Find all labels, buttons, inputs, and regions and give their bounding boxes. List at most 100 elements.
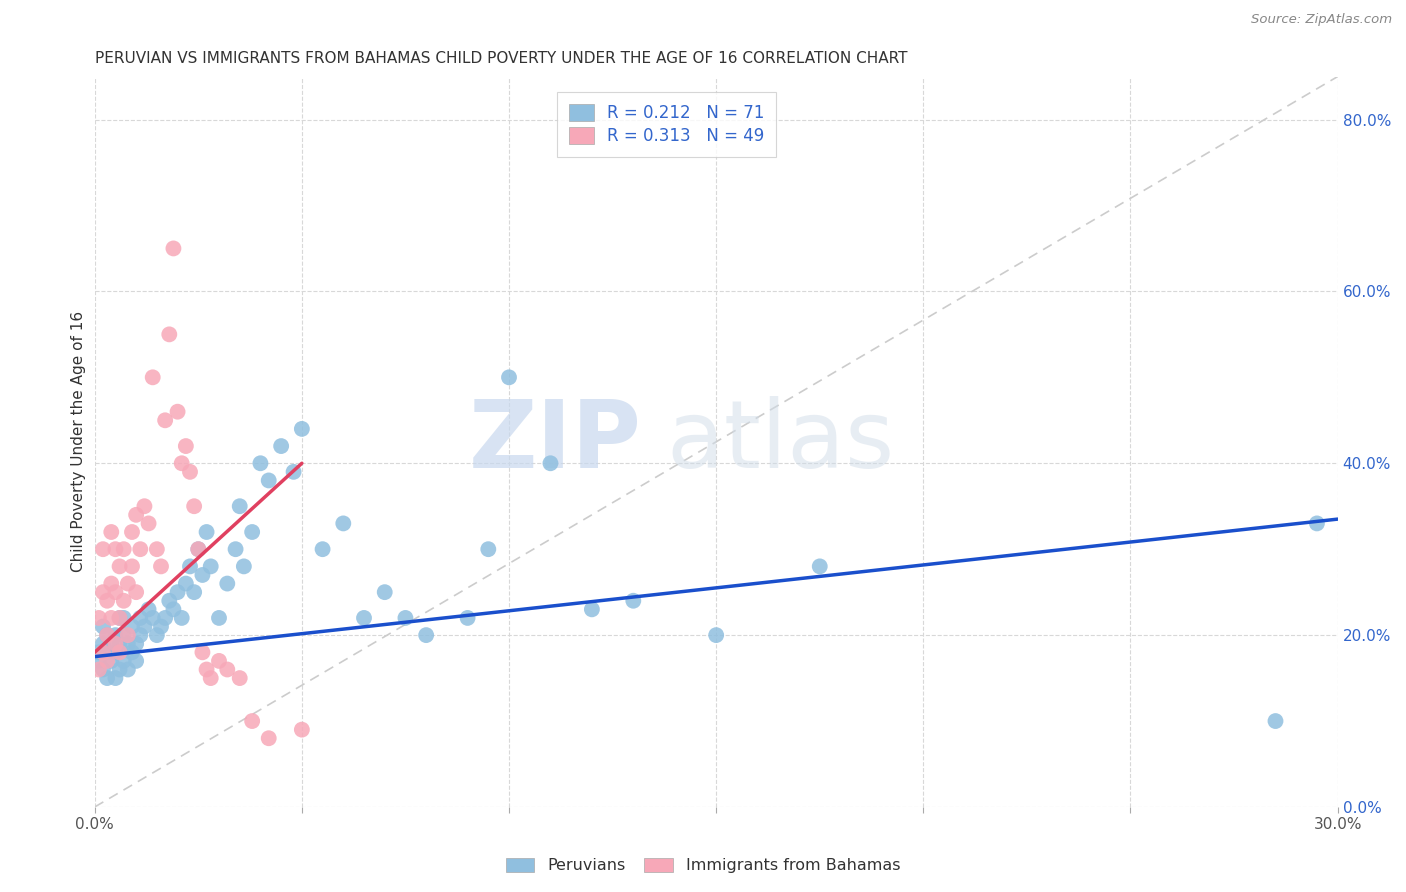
Point [374,585,396,599]
Point [232,559,254,574]
Point [157,593,180,607]
Point [394,611,416,625]
Point [91,645,114,659]
Point [121,559,143,574]
Point [191,645,214,659]
Point [129,542,152,557]
Point [270,439,292,453]
Point [104,628,127,642]
Point [112,628,135,642]
Text: Source: ZipAtlas.com: Source: ZipAtlas.com [1251,13,1392,27]
Point [138,516,160,531]
Point [498,370,520,384]
Point [217,576,239,591]
Point [415,628,437,642]
Point [117,637,139,651]
Point [96,645,118,659]
Point [121,524,143,539]
Point [353,611,375,625]
Point [96,628,118,642]
Point [104,671,127,685]
Point [200,559,222,574]
Y-axis label: Child Poverty Under the Age of 16: Child Poverty Under the Age of 16 [72,311,86,573]
Point [179,559,201,574]
Point [808,559,831,574]
Point [134,619,156,633]
Point [146,542,169,557]
Point [108,611,131,625]
Point [191,568,214,582]
Point [112,611,135,625]
Point [112,542,135,557]
Point [225,542,247,557]
Point [104,637,127,651]
Point [129,628,152,642]
Point [170,456,193,470]
Point [1306,516,1329,531]
Point [217,663,239,677]
Point [100,611,122,625]
Point [142,370,165,384]
Point [91,542,114,557]
Point [581,602,603,616]
Point [153,413,176,427]
Point [112,654,135,668]
Point [291,723,314,737]
Point [157,327,180,342]
Point [87,611,110,625]
Text: atlas: atlas [666,396,894,488]
Point [129,611,152,625]
Point [208,611,231,625]
Text: ZIP: ZIP [468,396,641,488]
Point [183,500,205,514]
Point [142,611,165,625]
Point [87,645,110,659]
Point [104,645,127,659]
Point [125,508,148,522]
Point [87,663,110,677]
Point [291,422,314,436]
Point [117,663,139,677]
Point [166,585,188,599]
Point [166,405,188,419]
Point [100,524,122,539]
Point [187,542,209,557]
Point [200,671,222,685]
Point [228,671,250,685]
Point [162,602,184,616]
Point [249,456,271,470]
Point [91,585,114,599]
Point [240,714,263,728]
Point [100,654,122,668]
Point [162,242,184,256]
Point [125,654,148,668]
Point [257,731,280,746]
Point [195,663,218,677]
Point [91,663,114,677]
Point [112,593,135,607]
Point [96,593,118,607]
Legend: Peruvians, Immigrants from Bahamas: Peruvians, Immigrants from Bahamas [499,851,907,880]
Point [96,654,118,668]
Point [117,628,139,642]
Point [170,611,193,625]
Point [283,465,305,479]
Point [621,593,644,607]
Point [117,576,139,591]
Point [228,500,250,514]
Point [108,637,131,651]
Point [240,524,263,539]
Point [704,628,727,642]
Point [134,500,156,514]
Point [104,542,127,557]
Point [153,611,176,625]
Point [121,619,143,633]
Point [174,439,197,453]
Point [195,524,218,539]
Text: PERUVIAN VS IMMIGRANTS FROM BAHAMAS CHILD POVERTY UNDER THE AGE OF 16 CORRELATIO: PERUVIAN VS IMMIGRANTS FROM BAHAMAS CHIL… [94,51,907,66]
Point [125,585,148,599]
Point [257,474,280,488]
Point [208,654,231,668]
Point [91,619,114,633]
Point [179,465,201,479]
